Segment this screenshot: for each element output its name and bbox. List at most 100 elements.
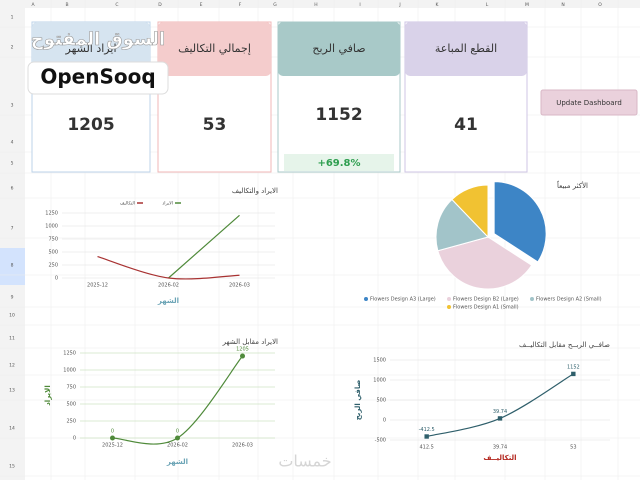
column-header: L	[486, 2, 489, 8]
data-label: 0	[111, 429, 114, 435]
y-tick-label: 0	[383, 418, 386, 424]
y-tick-label: 1000	[373, 378, 386, 384]
kpi-title: ايراد الشهر	[65, 42, 117, 55]
row-header: 5	[11, 161, 14, 167]
legend-label: Flowers Design A1 (Small)	[453, 305, 519, 311]
data-label: 1205	[236, 347, 249, 353]
y-axis-label: الايراد	[44, 385, 52, 406]
data-label: 1152	[567, 364, 580, 370]
column-header: D	[158, 2, 162, 8]
column-header: N	[561, 2, 564, 8]
kpi-card-header	[278, 22, 400, 76]
y-tick-label: 750	[48, 237, 58, 243]
row-header: 6	[11, 186, 14, 192]
y-tick-label: 750	[66, 385, 76, 391]
legend-swatch	[447, 297, 451, 301]
chart-title: الايراد والتكاليف	[232, 187, 278, 195]
y-tick-label: 1500	[373, 358, 386, 364]
row-header: 7	[11, 226, 14, 232]
legend-label: التكاليف	[120, 201, 135, 207]
x-axis-label: التكاليــف	[483, 454, 516, 462]
kpi-change-bg	[284, 154, 394, 171]
row-header: 1	[11, 15, 14, 21]
point-marker	[110, 435, 115, 441]
y-tick-label: 250	[66, 419, 76, 425]
kpi-card-header	[158, 22, 271, 76]
row-header: 15	[9, 464, 15, 470]
point-marker	[571, 371, 576, 377]
column-header: K	[436, 2, 440, 8]
row-header: 11	[9, 336, 15, 342]
y-tick-label: 1000	[45, 224, 58, 230]
y-tick-label: 1000	[63, 368, 76, 374]
y-tick-label: 500	[48, 250, 58, 256]
watermark-latin: OpenSooq	[40, 65, 155, 89]
row-header: 9	[11, 295, 14, 301]
y-tick-label: 1250	[63, 351, 76, 357]
column-header: F	[239, 2, 242, 8]
row-header: 12	[9, 363, 15, 369]
y-tick-label: 500	[66, 402, 76, 408]
legend-label: Flowers Design A3 (Large)	[370, 297, 436, 303]
update-button[interactable]	[540, 89, 638, 116]
watermark-bottom: خمسات	[278, 452, 331, 471]
legend-swatch	[364, 297, 368, 301]
watermark-arabic: السوق المفتوح	[31, 29, 165, 50]
y-tick-label: 1250	[45, 211, 58, 217]
x-tick-label: 2025-12	[87, 283, 108, 289]
column-header: M	[525, 2, 529, 8]
y-tick-label: -500	[375, 438, 386, 444]
x-tick-label: 2026-02	[167, 443, 188, 449]
point-marker	[175, 435, 180, 441]
watermark-badge	[27, 61, 169, 95]
kpi-change: +69.8%	[317, 158, 360, 169]
column-header: C	[115, 2, 118, 8]
y-tick-label: 0	[73, 436, 76, 442]
selected-row	[0, 248, 25, 285]
y-tick-label: 0	[55, 276, 58, 282]
chart-title: الايراد مقابل الشهر	[222, 338, 278, 346]
kpi-value: 53	[203, 115, 227, 135]
data-label: -412.5	[419, 427, 435, 433]
x-tick-label: 2026-02	[158, 283, 179, 289]
legend-label: Flowers Design A2 (Small)	[536, 297, 602, 303]
row-header-bar	[0, 0, 25, 480]
pie-slice	[493, 181, 547, 263]
data-label: 0	[176, 429, 179, 435]
legend-label: Flowers Design B2 (Large)	[453, 297, 519, 303]
update-button-label[interactable]: Update Dashboard	[556, 99, 622, 107]
y-axis-label: صافي الربح	[354, 379, 362, 420]
kpi-value: 41	[454, 115, 478, 135]
y-tick-label: 250	[48, 263, 58, 269]
kpi-title: إجمالي التكاليف	[178, 42, 251, 55]
column-header: H	[314, 2, 317, 8]
column-header: J	[398, 2, 400, 8]
series-line	[97, 255, 240, 280]
kpi-title: صافي الربح	[312, 42, 365, 55]
row-header: 14	[9, 426, 15, 432]
pie-slice	[435, 198, 489, 252]
column-header: O	[598, 2, 602, 8]
series-line	[168, 214, 240, 279]
x-tick-label: 53	[570, 445, 576, 451]
x-tick-label: 2026-03	[229, 283, 250, 289]
kpi-value: 1205	[67, 115, 114, 135]
x-axis-label: الشهر	[157, 297, 179, 305]
x-tick-label: 2026-03	[232, 443, 253, 449]
row-header: 13	[9, 388, 15, 394]
pie-slice	[451, 184, 489, 239]
column-header-bar	[0, 0, 640, 8]
row-header: 2	[11, 45, 14, 51]
column-header: I	[359, 2, 360, 8]
chart-title: صافــي الربــح مقابل التكاليــف	[519, 341, 610, 349]
kpi-value: 1152	[315, 105, 362, 125]
column-header: G	[273, 2, 277, 8]
pie-slice	[437, 236, 533, 290]
x-tick-label: 39.74	[493, 445, 507, 451]
x-tick-label: 2025-12	[102, 443, 123, 449]
legend-swatch	[447, 305, 451, 309]
x-axis-label: الشهر	[166, 458, 188, 466]
x-tick-label: 412.5	[420, 445, 434, 451]
point-marker	[240, 353, 245, 359]
